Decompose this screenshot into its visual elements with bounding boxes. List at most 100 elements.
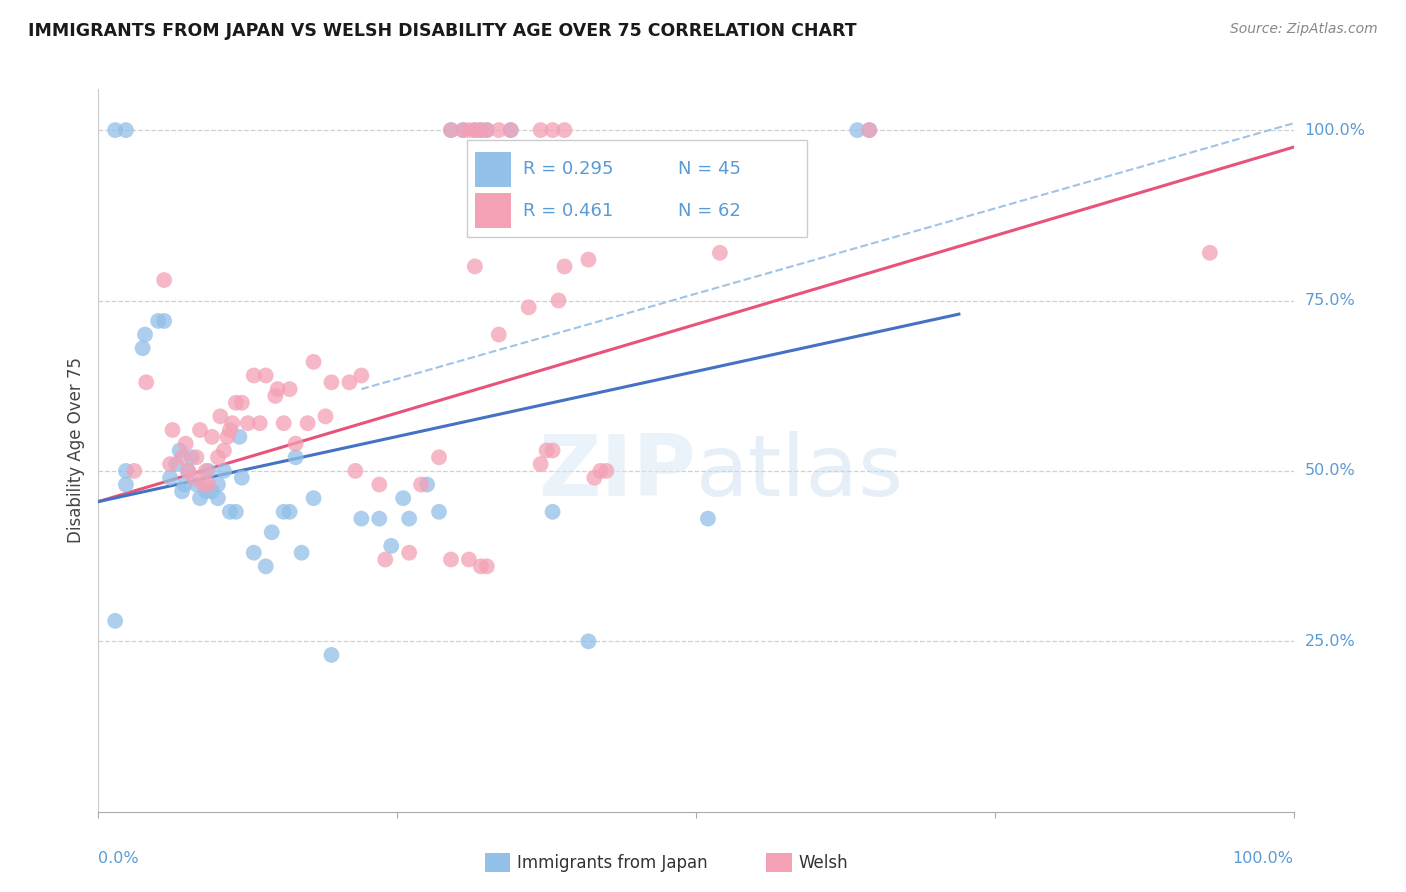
- Point: [589, 464, 612, 478]
- Point: [458, 552, 481, 566]
- Point: [475, 123, 498, 137]
- Point: [475, 559, 498, 574]
- Point: [392, 491, 415, 505]
- Point: [464, 123, 486, 137]
- Point: [243, 368, 266, 383]
- Point: [273, 416, 295, 430]
- Point: [201, 430, 224, 444]
- Text: 25.0%: 25.0%: [1305, 634, 1355, 648]
- Text: Welsh: Welsh: [799, 854, 848, 871]
- Point: [440, 552, 463, 566]
- Point: [464, 123, 486, 137]
- Point: [499, 123, 522, 137]
- FancyBboxPatch shape: [475, 194, 510, 228]
- Point: [350, 511, 373, 525]
- Point: [212, 464, 235, 478]
- FancyBboxPatch shape: [475, 152, 510, 186]
- Point: [207, 450, 229, 465]
- Point: [488, 123, 510, 137]
- Point: [197, 477, 219, 491]
- Point: [464, 260, 486, 274]
- Point: [284, 450, 307, 465]
- Point: [302, 491, 325, 505]
- Point: [115, 123, 138, 137]
- Point: [243, 546, 266, 560]
- Point: [284, 436, 307, 450]
- Point: [201, 484, 224, 499]
- Point: [374, 552, 396, 566]
- Point: [1199, 245, 1222, 260]
- Point: [554, 123, 576, 137]
- Text: R = 0.295: R = 0.295: [523, 161, 613, 178]
- Point: [148, 314, 170, 328]
- Point: [427, 505, 450, 519]
- Point: [162, 423, 184, 437]
- Point: [174, 436, 197, 450]
- Point: [264, 389, 287, 403]
- Point: [368, 511, 391, 525]
- Point: [315, 409, 337, 424]
- Point: [547, 293, 569, 308]
- Point: [195, 464, 218, 478]
- Point: [169, 443, 191, 458]
- Text: 100.0%: 100.0%: [1233, 851, 1294, 865]
- Point: [186, 450, 208, 465]
- Point: [260, 525, 283, 540]
- Point: [536, 443, 558, 458]
- Point: [221, 416, 243, 430]
- Point: [858, 123, 880, 137]
- Point: [225, 505, 247, 519]
- Point: [186, 477, 208, 491]
- Point: [321, 376, 343, 390]
- Point: [530, 457, 553, 471]
- Point: [278, 505, 301, 519]
- Point: [583, 471, 606, 485]
- Point: [578, 634, 600, 648]
- Point: [458, 123, 481, 137]
- Point: [541, 123, 564, 137]
- Point: [183, 471, 205, 485]
- Text: atlas: atlas: [696, 431, 904, 514]
- Point: [517, 301, 540, 315]
- Point: [858, 123, 880, 137]
- Point: [475, 123, 498, 137]
- Point: [440, 123, 463, 137]
- Point: [398, 511, 420, 525]
- FancyBboxPatch shape: [467, 140, 807, 237]
- Point: [172, 484, 194, 499]
- Point: [344, 464, 367, 478]
- Text: 0.0%: 0.0%: [98, 851, 139, 865]
- Point: [541, 505, 564, 519]
- Point: [398, 546, 420, 560]
- Point: [135, 376, 157, 390]
- Text: N = 62: N = 62: [678, 202, 741, 219]
- Point: [131, 341, 153, 355]
- Point: [188, 491, 211, 505]
- Point: [254, 368, 277, 383]
- Point: [197, 464, 219, 478]
- Text: N = 45: N = 45: [678, 161, 741, 178]
- Point: [440, 123, 463, 137]
- Point: [153, 314, 176, 328]
- Point: [451, 123, 474, 137]
- Point: [104, 614, 127, 628]
- Point: [159, 471, 181, 485]
- Point: [219, 423, 242, 437]
- Point: [134, 327, 156, 342]
- Point: [115, 464, 138, 478]
- Point: [416, 477, 439, 491]
- Point: [350, 368, 373, 383]
- Point: [530, 123, 553, 137]
- Point: [207, 477, 229, 491]
- Point: [177, 464, 200, 478]
- Point: [236, 416, 259, 430]
- Point: [254, 559, 277, 574]
- Point: [339, 376, 361, 390]
- Point: [709, 245, 731, 260]
- Point: [578, 252, 600, 267]
- Point: [470, 559, 492, 574]
- Point: [278, 382, 301, 396]
- Point: [159, 457, 181, 471]
- Point: [302, 355, 325, 369]
- Point: [273, 505, 295, 519]
